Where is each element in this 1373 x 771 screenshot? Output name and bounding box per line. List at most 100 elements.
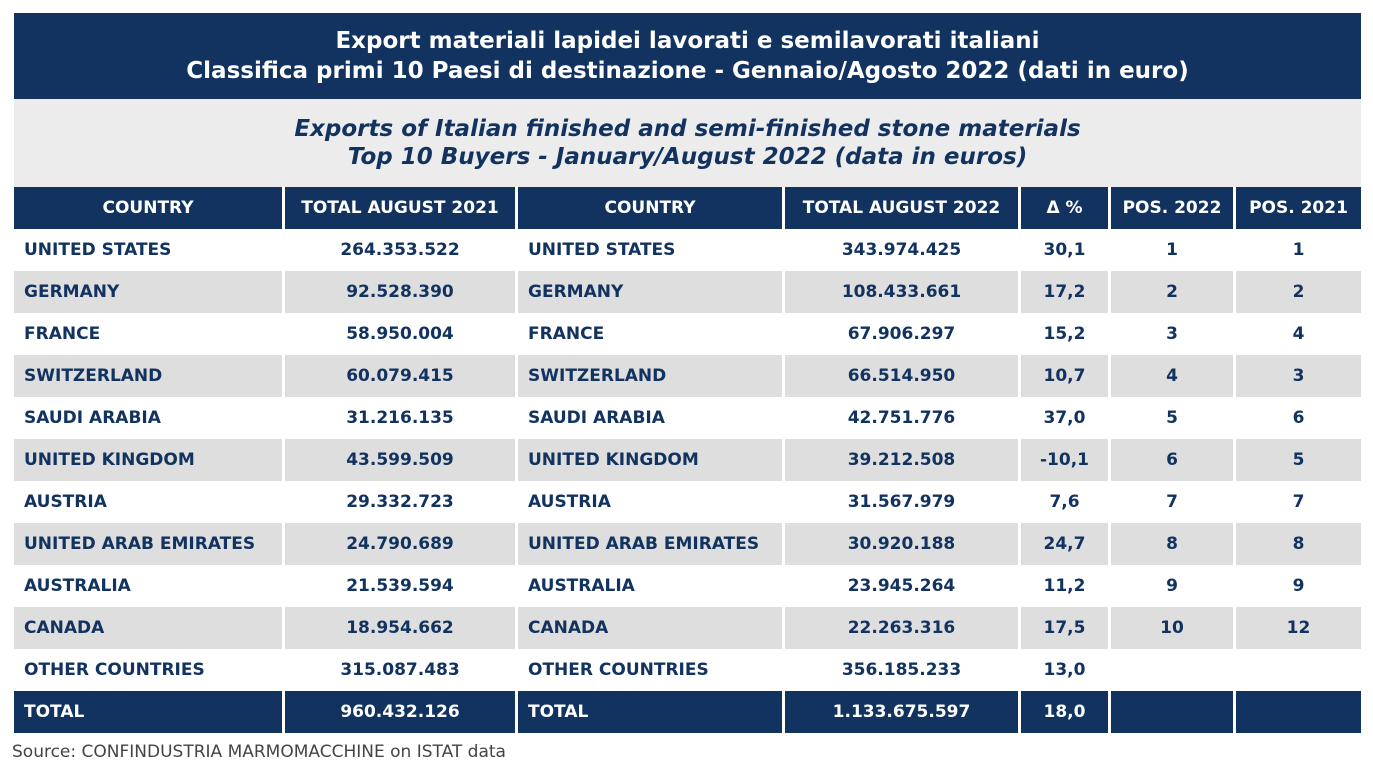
export-ranking-table: COUNTRY TOTAL AUGUST 2021 COUNTRY TOTAL …	[14, 187, 1361, 733]
total-value-2022: 1.133.675.597	[782, 691, 1018, 733]
country-2022-cell: UNITED KINGDOM	[515, 439, 782, 481]
italian-title-banner: Export materiali lapidei lavorati e semi…	[14, 13, 1361, 99]
header-total-2021: TOTAL AUGUST 2021	[282, 187, 515, 229]
table-row: CANADA 18.954.662 CANADA 22.263.316 17,5 10 12	[14, 607, 1361, 649]
delta-cell: 37,0	[1018, 397, 1108, 439]
table-row: UNITED STATES 264.353.522 UNITED STATES 343…	[14, 229, 1361, 271]
total-2022-cell: 66.514.950	[782, 355, 1018, 397]
country-2021-cell: OTHER COUNTRIES	[14, 649, 282, 691]
delta-cell: 17,2	[1018, 271, 1108, 313]
country-2022-cell: UNITED STATES	[515, 229, 782, 271]
country-2021-cell: AUSTRIA	[14, 481, 282, 523]
country-2022-cell: GERMANY	[515, 271, 782, 313]
italian-title-line1: Export materiali lapidei lavorati e semi…	[335, 28, 1040, 54]
total-2022-cell: 42.751.776	[782, 397, 1018, 439]
country-2021-cell: SWITZERLAND	[14, 355, 282, 397]
country-2021-cell: UNITED ARAB EMIRATES	[14, 523, 282, 565]
table-body: UNITED STATES 264.353.522 UNITED STATES 343…	[14, 229, 1361, 691]
pos-2021-cell: 8	[1233, 523, 1361, 565]
delta-cell: 30,1	[1018, 229, 1108, 271]
total-2022-cell: 67.906.297	[782, 313, 1018, 355]
pos-2021-cell: 12	[1233, 607, 1361, 649]
italian-title-line2: Classifica primi 10 Paesi di destinazion…	[186, 58, 1189, 84]
total-delta: 18,0	[1018, 691, 1108, 733]
export-table-figure: Export materiali lapidei lavorati e semi…	[14, 13, 1361, 733]
pos-2021-cell: 1	[1233, 229, 1361, 271]
total-2021-cell: 24.790.689	[282, 523, 515, 565]
total-2021-cell: 31.216.135	[282, 397, 515, 439]
header-pos-2022: POS. 2022	[1108, 187, 1233, 229]
country-2021-cell: GERMANY	[14, 271, 282, 313]
country-2021-cell: UNITED KINGDOM	[14, 439, 282, 481]
pos-2021-cell: 3	[1233, 355, 1361, 397]
pos-2022-cell: 3	[1108, 313, 1233, 355]
country-2022-cell: AUSTRALIA	[515, 565, 782, 607]
total-2021-cell: 21.539.594	[282, 565, 515, 607]
pos-2022-cell: 10	[1108, 607, 1233, 649]
pos-2022-cell: 8	[1108, 523, 1233, 565]
header-pos-2021: POS. 2021	[1233, 187, 1361, 229]
header-country-2021: COUNTRY	[14, 187, 282, 229]
table-row: SAUDI ARABIA 31.216.135 SAUDI ARABIA 42.751…	[14, 397, 1361, 439]
total-2022-cell: 31.567.979	[782, 481, 1018, 523]
total-2022-cell: 23.945.264	[782, 565, 1018, 607]
total-2021-cell: 264.353.522	[282, 229, 515, 271]
delta-cell: 15,2	[1018, 313, 1108, 355]
english-title-line1: Exports of Italian finished and semi-fin…	[294, 116, 1081, 142]
total-pos-2022	[1108, 691, 1233, 733]
table-row: UNITED KINGDOM 43.599.509 UNITED KINGDOM 39…	[14, 439, 1361, 481]
pos-2022-cell: 9	[1108, 565, 1233, 607]
pos-2022-cell: 4	[1108, 355, 1233, 397]
table-row: AUSTRALIA 21.539.594 AUSTRALIA 23.945.264 11…	[14, 565, 1361, 607]
total-2022-cell: 343.974.425	[782, 229, 1018, 271]
table-header-row: COUNTRY TOTAL AUGUST 2021 COUNTRY TOTAL …	[14, 187, 1361, 229]
total-2022-cell: 22.263.316	[782, 607, 1018, 649]
pos-2022-cell: 7	[1108, 481, 1233, 523]
table-row: UNITED ARAB EMIRATES 24.790.689 UNITED ARA…	[14, 523, 1361, 565]
delta-cell: 11,2	[1018, 565, 1108, 607]
total-2021-cell: 18.954.662	[282, 607, 515, 649]
total-2022-cell: 30.920.188	[782, 523, 1018, 565]
table-row: AUSTRIA 29.332.723 AUSTRIA 31.567.979 7,6 7 7	[14, 481, 1361, 523]
country-2021-cell: UNITED STATES	[14, 229, 282, 271]
header-country-2022: COUNTRY	[515, 187, 782, 229]
delta-cell: 24,7	[1018, 523, 1108, 565]
table-row: OTHER COUNTRIES 315.087.483 OTHER COUNTRIE…	[14, 649, 1361, 691]
pos-2021-cell: 6	[1233, 397, 1361, 439]
country-2021-cell: SAUDI ARABIA	[14, 397, 282, 439]
source-note: Source: CONFINDUSTRIA MARMOMACCHINE on I…	[12, 742, 506, 762]
total-row: TOTAL 960.432.126 TOTAL 1.133.675.597 18…	[14, 691, 1361, 733]
country-2022-cell: UNITED ARAB EMIRATES	[515, 523, 782, 565]
total-label-2022: TOTAL	[515, 691, 782, 733]
total-2022-cell: 108.433.661	[782, 271, 1018, 313]
country-2022-cell: FRANCE	[515, 313, 782, 355]
country-2021-cell: FRANCE	[14, 313, 282, 355]
total-2021-cell: 92.528.390	[282, 271, 515, 313]
country-2022-cell: OTHER COUNTRIES	[515, 649, 782, 691]
header-delta: Δ %	[1018, 187, 1108, 229]
english-title-banner: Exports of Italian finished and semi-fin…	[14, 99, 1361, 187]
header-total-2022: TOTAL AUGUST 2022	[782, 187, 1018, 229]
pos-2021-cell: 2	[1233, 271, 1361, 313]
delta-cell: 7,6	[1018, 481, 1108, 523]
total-2021-cell: 315.087.483	[282, 649, 515, 691]
country-2022-cell: SAUDI ARABIA	[515, 397, 782, 439]
pos-2021-cell: 4	[1233, 313, 1361, 355]
pos-2021-cell: 5	[1233, 439, 1361, 481]
delta-cell: -10,1	[1018, 439, 1108, 481]
delta-cell: 13,0	[1018, 649, 1108, 691]
total-2021-cell: 43.599.509	[282, 439, 515, 481]
total-value-2021: 960.432.126	[282, 691, 515, 733]
pos-2022-cell	[1108, 649, 1233, 691]
pos-2022-cell: 6	[1108, 439, 1233, 481]
country-2021-cell: AUSTRALIA	[14, 565, 282, 607]
total-2022-cell: 39.212.508	[782, 439, 1018, 481]
table-row: GERMANY 92.528.390 GERMANY 108.433.661 17,2 2…	[14, 271, 1361, 313]
pos-2022-cell: 2	[1108, 271, 1233, 313]
total-2022-cell: 356.185.233	[782, 649, 1018, 691]
delta-cell: 17,5	[1018, 607, 1108, 649]
pos-2022-cell: 1	[1108, 229, 1233, 271]
total-2021-cell: 58.950.004	[282, 313, 515, 355]
table-row: FRANCE 58.950.004 FRANCE 67.906.297 15,2 3 4	[14, 313, 1361, 355]
english-title-line2: Top 10 Buyers - January/August 2022 (dat…	[347, 144, 1028, 170]
